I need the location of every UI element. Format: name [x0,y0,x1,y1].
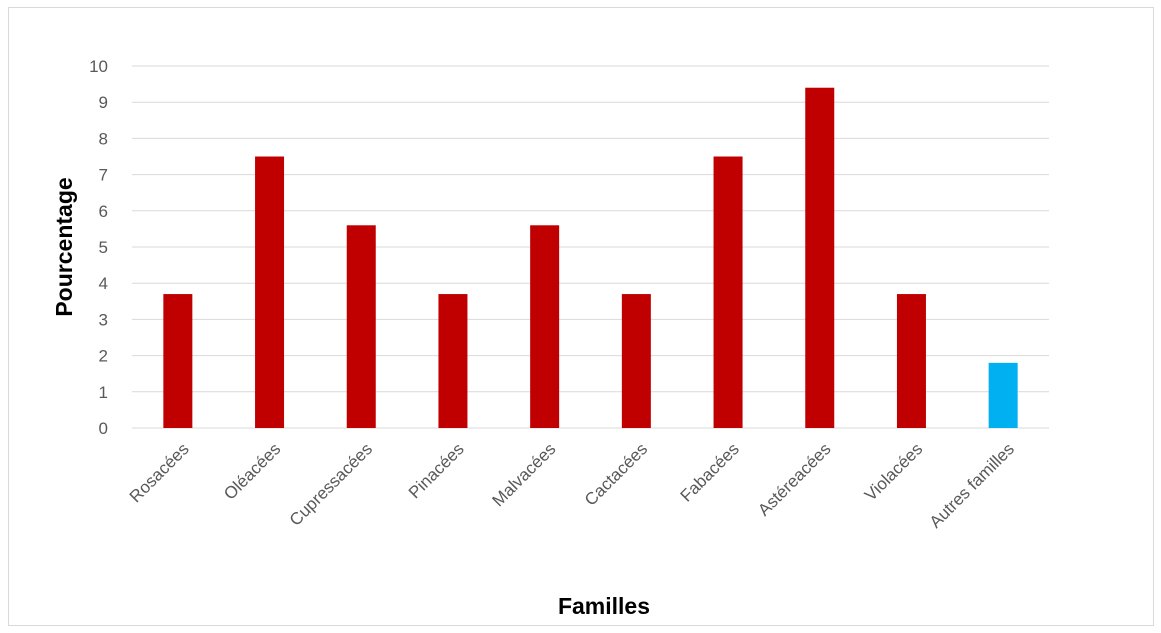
bar-10 [988,362,1018,428]
y-tick-label: 6 [99,202,108,221]
x-tick-label: Oléacées [220,439,284,503]
x-tick-label: Fabacées [677,439,743,505]
bar-3 [346,225,376,428]
y-tick-label: 0 [99,419,108,438]
x-tick-label: Rosacées [126,439,193,506]
x-tick-label: Cupressacées [286,439,376,529]
x-tick-label: Cactacées [581,439,651,509]
bar-4 [438,294,468,428]
x-tick-labels: Rosacées Oléacées Cupressacées Pinacées Malv… [126,439,1018,531]
x-tick-label: Pinacées [405,439,468,502]
y-tick-label: 1 [99,383,108,402]
x-tick-label: Astéreacées [754,439,834,519]
y-tick-label: 2 [99,347,108,366]
y-tick-label: 4 [99,274,108,293]
bar-1 [163,294,193,428]
bar-7 [713,156,743,428]
bar-8 [805,87,835,428]
y-tick-labels: 0 1 2 3 4 5 6 7 8 9 10 [89,57,108,438]
x-tick-label: Violacées [861,439,926,504]
x-tick-label: Malvacées [489,439,560,510]
y-tick-label: 8 [99,129,108,148]
y-tick-label: 9 [99,93,108,112]
bar-5 [530,225,560,428]
bar-9 [896,294,926,428]
y-tick-label: 3 [99,310,108,329]
y-tick-label: 10 [89,57,108,76]
y-axis-title: Pourcentage [51,177,77,316]
bars [163,87,1018,428]
bar-2 [255,156,285,428]
bar-6 [621,294,651,428]
x-tick-label: Autres familles [926,439,1018,531]
y-tick-label: 5 [99,238,108,257]
y-tick-label: 7 [99,166,108,185]
x-axis-title: Familles [558,593,650,619]
gridlines [132,65,1049,429]
chart-frame [8,7,1154,626]
